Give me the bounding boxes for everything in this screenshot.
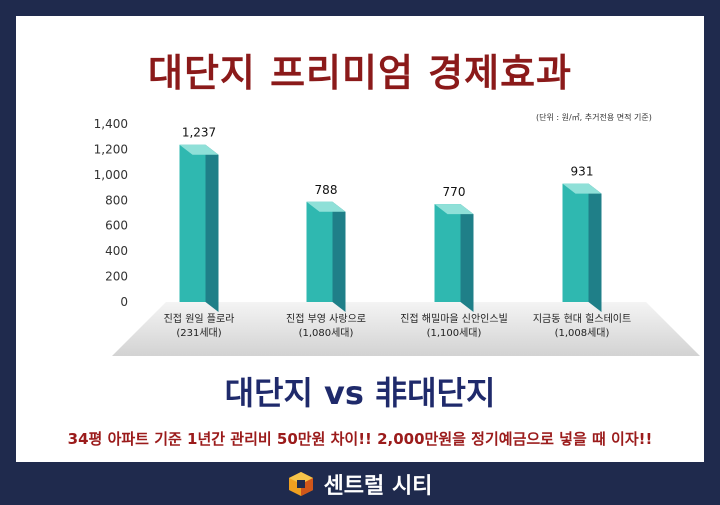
- y-tick-label: 800: [105, 193, 128, 207]
- x-tick-label: 진접 부영 사랑으로: [286, 313, 366, 325]
- brand-logo-icon: [288, 472, 313, 496]
- chart-floor: [112, 302, 700, 356]
- bars-group: [179, 144, 602, 312]
- bar-top-face: [562, 183, 602, 194]
- bar-front-face: [179, 144, 206, 302]
- y-tick-label: 1,400: [94, 117, 128, 131]
- y-tick-label: 200: [105, 270, 128, 284]
- comparison-heading: 대단지 vs 非대단지: [224, 374, 496, 412]
- x-tick-label: (1,080세대): [299, 327, 354, 339]
- y-tick-label: 600: [105, 219, 128, 233]
- y-tick-label: 1,200: [94, 142, 128, 156]
- y-tick-label: 1,000: [94, 168, 128, 182]
- x-tick-label: (1,100세대): [427, 327, 482, 339]
- bar-side-face: [332, 201, 346, 312]
- data-label: 770: [443, 185, 466, 199]
- data-label: 931: [571, 165, 594, 179]
- x-tick-label: 진접 원일 플로라: [164, 313, 235, 325]
- x-tick-label: (231세대): [176, 327, 221, 339]
- labels-group: 1,237 진접 원일 플로라 (231세대) 788 진접 부영 사랑으로 (1,080…: [164, 126, 632, 339]
- bar: [434, 204, 474, 312]
- bar-top-face: [179, 144, 219, 155]
- tagline: 34평 아파트 기준 1년간 관리비 50만원 차이!! 2,000만원을 정기…: [67, 430, 653, 448]
- bar: [562, 183, 602, 312]
- bar: [179, 144, 219, 312]
- poster-card: 대단지 프리미엄 경제효과 (단위 : 원/㎡, 추거전용 면적 기준) 0 20…: [16, 16, 704, 462]
- bar-front-face: [562, 183, 589, 302]
- bar: [306, 201, 346, 312]
- bar-side-face: [460, 204, 474, 312]
- brand-bar: 센트럴 시티: [0, 468, 720, 500]
- bar-top-face: [434, 204, 474, 215]
- y-tick-label: 400: [105, 244, 128, 258]
- y-tick-label: 0: [120, 295, 128, 309]
- page-title: 대단지 프리미엄 경제효과: [147, 51, 573, 95]
- x-tick-label: (1,008세대): [555, 327, 610, 339]
- brand-name: 센트럴 시티: [323, 474, 433, 499]
- x-tick-label: 진접 해밀마을 신안인스빌: [400, 312, 508, 325]
- data-label: 1,237: [182, 126, 216, 140]
- x-tick-label: 지금동 현대 힐스테이트: [533, 312, 631, 325]
- data-label: 788: [315, 183, 338, 197]
- y-axis: 0 200 400 600 800 1,000 1,200 1,400: [94, 117, 128, 309]
- bar-front-face: [434, 204, 461, 302]
- unit-note: (단위 : 원/㎡, 추거전용 면적 기준): [536, 113, 652, 122]
- bar-chart: 0 200 400 600 800 1,000 1,200 1,400 1,237 진접 원일 …: [94, 117, 700, 356]
- bar-side-face: [205, 144, 219, 312]
- bar-top-face: [306, 201, 346, 212]
- bar-side-face: [588, 183, 602, 312]
- bar-front-face: [306, 201, 333, 302]
